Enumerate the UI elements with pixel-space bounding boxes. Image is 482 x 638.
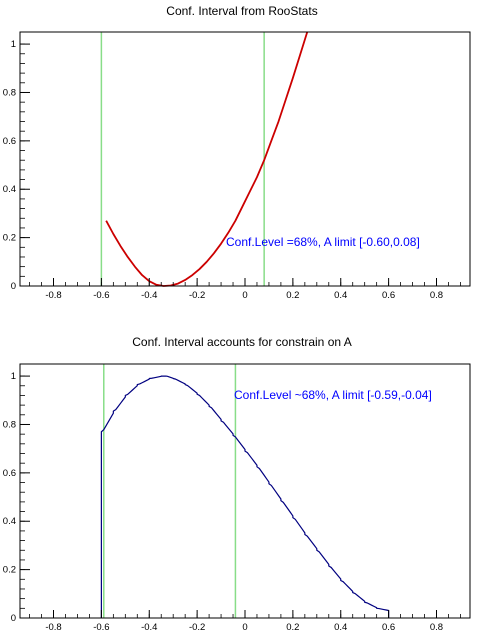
- x-tick-label-top: 0.6: [382, 290, 395, 301]
- x-tick-label-top: 0.2: [286, 290, 299, 301]
- x-tick-label-bottom: -0.4: [141, 622, 157, 633]
- y-tick-label-top: 0: [11, 281, 16, 292]
- y-tick-label-bottom: 0: [11, 613, 16, 624]
- x-tick-label-bottom: 0.2: [286, 622, 299, 633]
- chart-title-top: Conf. Interval from RooStats: [166, 4, 317, 18]
- annotation-top: Conf.Level =68%, A limit [-0.60,0.08]: [226, 235, 420, 249]
- axes-top: -0.8 -0.6 -0.4 -0.2 0 0.2 0.4 0.6 0.8 0 0.2 0.4 0.6 0…: [3, 31, 471, 301]
- y-tick-label-top: 0.2: [3, 233, 16, 244]
- plot-frame-bottom: [19, 363, 471, 619]
- y-tick-label-bottom: 0.4: [3, 516, 16, 527]
- x-tick-label-bottom: -0.8: [45, 622, 61, 633]
- y-tick-label-top: 0.8: [3, 87, 16, 98]
- x-tick-label-top: -0.8: [45, 290, 61, 301]
- axes-bottom: -0.8 -0.6 -0.4 -0.2 0 0.2 0.4 0.6 0.8 0 0.2 0.4 0.6 0…: [3, 363, 471, 633]
- x-tick-label-bottom: 0.6: [382, 622, 395, 633]
- y-tick-label-top: 0.4: [3, 184, 16, 195]
- chart-panel-bottom: Conf. Interval accounts for constrain on…: [3, 335, 471, 633]
- y-tick-label-top: 1: [11, 39, 16, 50]
- y-tick-label-bottom: 0.6: [3, 468, 16, 479]
- y-tick-label-top: 0.6: [3, 136, 16, 147]
- x-tick-label-bottom: 0: [242, 622, 247, 633]
- x-tick-label-top: -0.6: [93, 290, 109, 301]
- interval-lines-bottom: [103, 364, 237, 618]
- x-tick-label-top: 0.4: [334, 290, 347, 301]
- x-tick-label-bottom: 0.4: [334, 622, 347, 633]
- y-tick-label-bottom: 0.8: [3, 419, 16, 430]
- y-tick-label-bottom: 0.2: [3, 565, 16, 576]
- chart-panel-top: Conf. Interval from RooStats -0.8 -0.6 -0.…: [3, 4, 471, 301]
- x-tick-label-bottom: 0.8: [430, 622, 443, 633]
- curve-bottom: [100, 375, 390, 618]
- annotation-bottom: Conf.Level ~68%, A limit [-0.59,-0.04]: [234, 388, 432, 402]
- x-tick-label-top: -0.2: [189, 290, 205, 301]
- curve-top: [105, 31, 309, 287]
- chart-title-bottom: Conf. Interval accounts for constrain on…: [132, 335, 351, 349]
- y-tick-label-bottom: 1: [11, 371, 16, 382]
- x-tick-label-bottom: -0.6: [93, 622, 109, 633]
- x-tick-label-top: -0.4: [141, 290, 157, 301]
- x-tick-label-bottom: -0.2: [189, 622, 205, 633]
- x-tick-label-top: 0: [242, 290, 247, 301]
- series-line-bottom: [100, 375, 390, 618]
- series-line-top: [105, 31, 309, 287]
- x-tick-label-top: 0.8: [430, 290, 443, 301]
